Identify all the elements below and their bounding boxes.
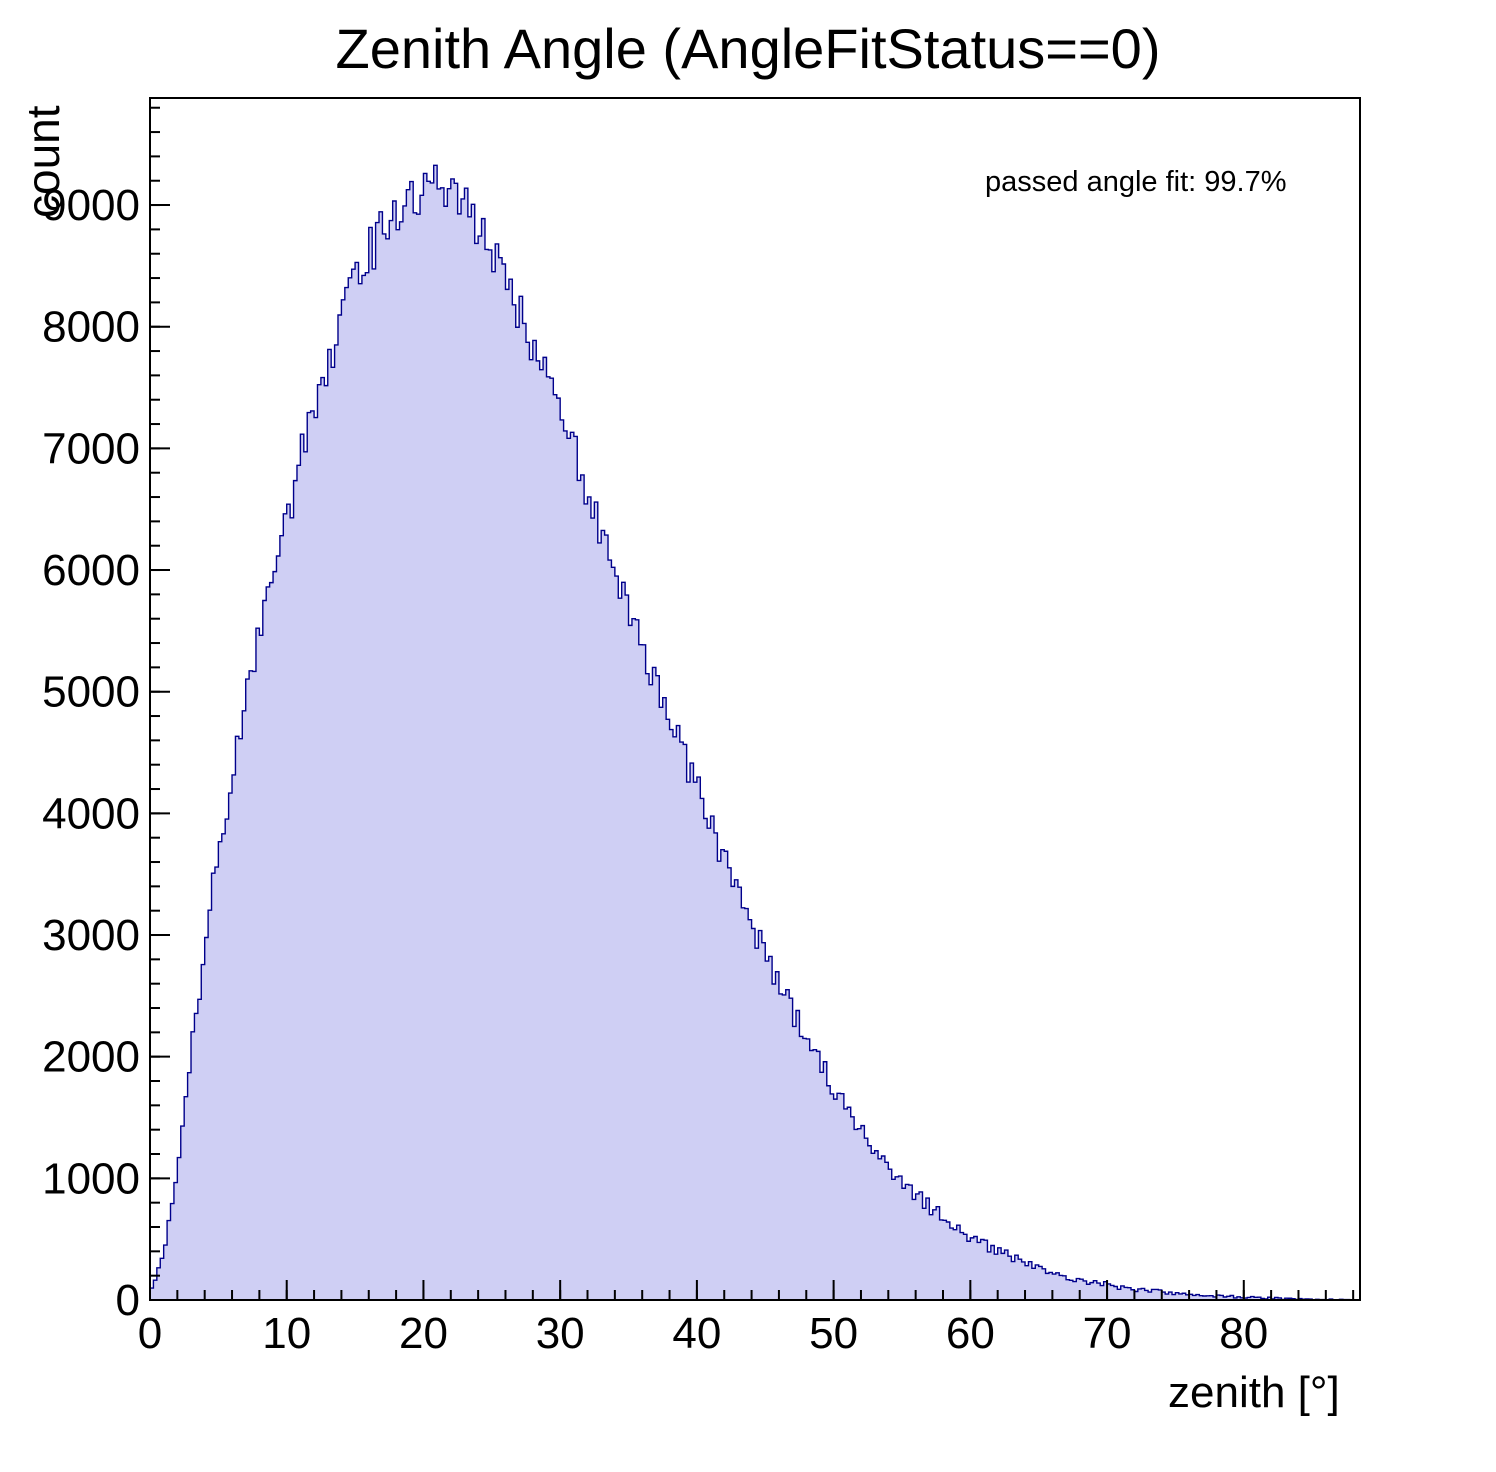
- y-tick-label: 1000: [42, 1154, 140, 1203]
- y-tick-label: 6000: [42, 546, 140, 595]
- x-tick-label: 80: [1219, 1309, 1268, 1358]
- x-tick-label: 40: [672, 1309, 721, 1358]
- histogram-outline: [149, 164, 1354, 1301]
- x-tick-label: 70: [1083, 1309, 1132, 1358]
- y-tick-label: 5000: [42, 668, 140, 717]
- histogram-fill: [150, 165, 1354, 1300]
- y-tick-label: 4000: [42, 789, 140, 838]
- y-tick-label: 8000: [42, 303, 140, 352]
- plot-frame: [149, 97, 1361, 1301]
- y-tick-label: 2000: [42, 1033, 140, 1082]
- stats-annotation: passed angle fit: 99.7%: [985, 166, 1287, 198]
- x-tick-label: 10: [262, 1309, 311, 1358]
- x-tick-label: 30: [536, 1309, 585, 1358]
- x-tick-label: 50: [809, 1309, 858, 1358]
- y-axis-title: count: [17, 105, 69, 218]
- y-tick-label: 3000: [42, 911, 140, 960]
- y-tick-label: 7000: [42, 424, 140, 473]
- x-tick-label: 60: [946, 1309, 995, 1358]
- x-tick-label: 20: [399, 1309, 448, 1358]
- x-tick-label: 0: [138, 1309, 162, 1358]
- chart-title: Zenith Angle (AngleFitStatus==0): [335, 17, 1161, 80]
- x-axis-title: zenith [°]: [1168, 1368, 1340, 1417]
- y-tick-label: 0: [116, 1276, 140, 1325]
- y-tick-label: 9000: [42, 181, 140, 230]
